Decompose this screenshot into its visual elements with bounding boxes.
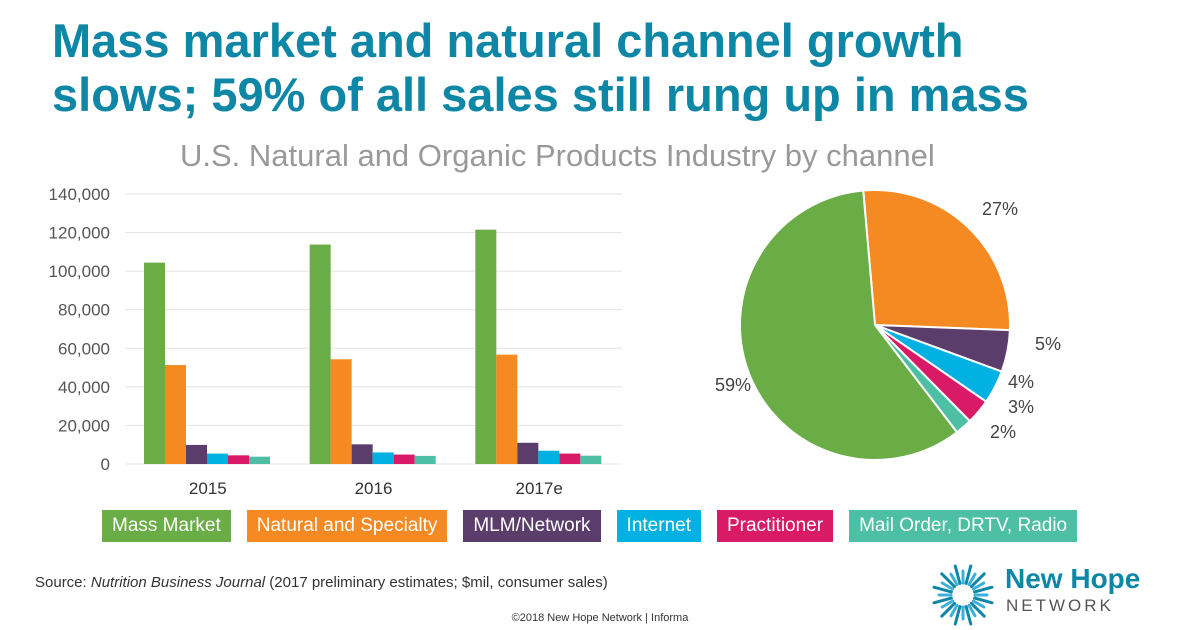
legend: Mass Market Natural and Specialty MLM/Netw… — [102, 510, 1093, 542]
bar-mass-market — [144, 262, 165, 464]
logo-sub: NETWORK — [1006, 596, 1114, 615]
logo-ray — [932, 596, 953, 605]
title-line: slows; 59% of all sales still rung up in… — [52, 68, 1029, 121]
source-note: Source: Nutrition Business Journal (2017… — [35, 574, 608, 591]
bar-practitioner — [559, 453, 581, 464]
bar-practitioner — [228, 455, 249, 464]
logo-ray — [949, 572, 959, 587]
y-tick-label: 120,000 — [49, 224, 110, 243]
legend-item: Mass Market — [102, 510, 231, 542]
logo-ray — [949, 603, 959, 618]
source-journal: Nutrition Business Journal — [90, 574, 266, 591]
x-tick-label: 2017e — [516, 479, 563, 498]
page-title: Mass market and natural channel growth sl… — [52, 14, 1029, 122]
bar-internet — [207, 453, 228, 464]
logo-ray — [969, 572, 986, 589]
legend-item: Practitioner — [716, 510, 834, 542]
logo-ray — [964, 564, 973, 585]
logo-ray — [940, 581, 955, 591]
bar-mail-order-drtv-radio — [249, 456, 270, 464]
logo-ray — [953, 605, 962, 626]
pie-label: 4% — [1008, 372, 1034, 392]
bar-mass-market — [309, 244, 331, 464]
logo-ray — [932, 585, 953, 594]
legend-item: Mail Order, DRTV, Radio — [849, 510, 1078, 542]
bar-chart: 0 20,000 40,000 60,000 80,000 100,000 120,000 1… — [49, 185, 622, 498]
pie-label: 3% — [1008, 397, 1034, 417]
bar-practitioner — [393, 454, 415, 464]
copyright: ©2018 New Hope Network | Informa — [511, 612, 689, 624]
logo-ray — [940, 601, 957, 618]
pie-label: 2% — [990, 422, 1016, 442]
pie-label: 59% — [715, 375, 751, 395]
logo-ray — [973, 585, 994, 594]
x-tick-label: 2015 — [189, 479, 227, 498]
legend-item: Natural and Specialty — [246, 510, 448, 542]
bar-mail-order-drtv-radio — [580, 455, 602, 464]
logo-ray — [964, 605, 973, 626]
y-tick-label: 20,000 — [58, 416, 110, 435]
title-line: Mass market and natural channel growth — [52, 14, 964, 67]
bar-mass-market — [475, 229, 497, 464]
logo-ray — [969, 601, 986, 618]
y-tick-label: 100,000 — [49, 262, 110, 281]
bar-natural-and-specialty — [165, 365, 186, 464]
pie-slice — [862, 189, 1011, 332]
chart-title: U.S. Natural and Organic Products Indust… — [180, 138, 935, 173]
logo-ray — [973, 596, 994, 605]
y-tick-label: 140,000 — [49, 185, 110, 204]
bar-internet — [372, 452, 394, 464]
logo-ray — [967, 603, 977, 618]
pie-chart: 27% 5%4% 3% 2% 59% — [715, 189, 1061, 461]
logo-ray — [940, 599, 955, 609]
y-tick-label: 80,000 — [58, 301, 110, 320]
pie-slice — [739, 189, 959, 461]
legend-item: MLM/Network — [463, 510, 601, 542]
bar-mlm-network — [517, 442, 539, 464]
bar-natural-and-specialty — [330, 359, 352, 464]
bar-natural-and-specialty — [496, 354, 518, 464]
legend-item: Internet — [616, 510, 701, 542]
source-suffix: (2017 preliminary estimates; $mil, consu… — [265, 574, 608, 591]
y-tick-label: 0 — [101, 455, 110, 474]
bar-mlm-network — [351, 444, 373, 464]
bar-internet — [538, 450, 560, 464]
logo-ray — [971, 581, 986, 591]
logo-name: New Hope — [1005, 563, 1141, 594]
y-tick-label: 40,000 — [58, 378, 110, 397]
logo-ray — [967, 572, 977, 587]
bar-mail-order-drtv-radio — [414, 455, 436, 464]
x-tick-label: 2016 — [355, 479, 393, 498]
pie-label: 5% — [1035, 334, 1061, 354]
logo-sunburst-icon — [932, 564, 994, 626]
source-prefix: Source: — [35, 574, 91, 591]
logo-ray — [971, 599, 986, 609]
y-tick-label: 60,000 — [58, 339, 110, 358]
logo-ray — [953, 564, 962, 585]
bar-mlm-network — [186, 444, 207, 464]
logo-ray — [940, 572, 957, 589]
pie-label: 27% — [982, 199, 1018, 219]
